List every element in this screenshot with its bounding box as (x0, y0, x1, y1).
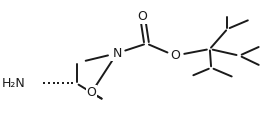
Text: N: N (112, 47, 122, 60)
Text: O: O (170, 49, 180, 62)
Text: O: O (87, 86, 96, 99)
Text: O: O (138, 10, 147, 23)
Text: H₂N: H₂N (2, 77, 26, 90)
